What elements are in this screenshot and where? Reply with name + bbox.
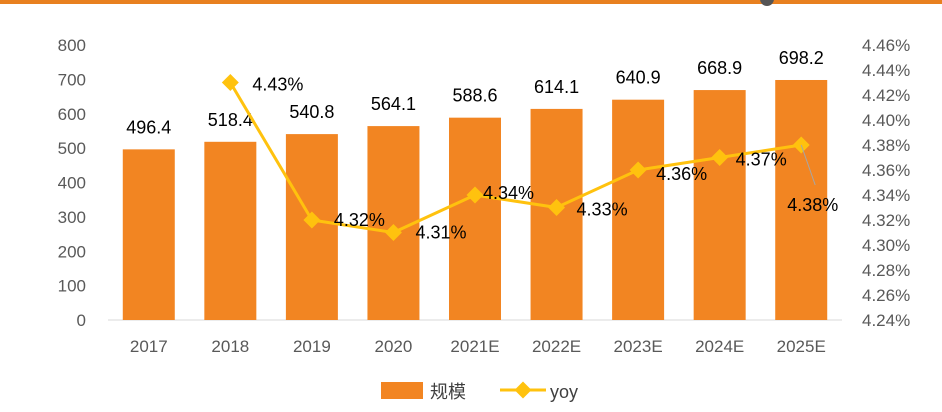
y-left-tick-label: 800 (58, 36, 86, 55)
bar (122, 149, 175, 320)
y-left-tick-label: 700 (58, 70, 86, 89)
line-data-labels: 4.43% 4.32% 4.31% 4.34% 4.33% 4.36% 4.37% 4.38% (252, 75, 838, 243)
legend-line-label: yoy (550, 382, 578, 402)
line-data-label: 4.32% (334, 210, 385, 230)
line-data-label: 4.43% (252, 75, 303, 95)
y-right-tick-label: 4.46% (862, 36, 910, 55)
bar-data-label: 588.6 (452, 86, 497, 106)
bar (449, 117, 501, 320)
bar (612, 99, 665, 320)
legend-bar-swatch (381, 382, 423, 399)
y-right-tick-label: 4.44% (862, 61, 910, 80)
bar-data-label: 518.4 (208, 110, 253, 130)
bar-data-label: 540.8 (289, 102, 334, 122)
bar-data-label: 698.2 (779, 48, 824, 68)
line-series (221, 74, 810, 241)
header-accent-bar (0, 0, 942, 4)
y-right-tick-label: 4.28% (862, 261, 910, 280)
line-point (711, 149, 729, 166)
y-right-tick-label: 4.32% (862, 211, 910, 230)
y-right-tick-label: 4.42% (862, 86, 910, 105)
line-point (548, 199, 566, 216)
bar-series (122, 79, 828, 321)
x-tick-label: 2019 (293, 337, 331, 356)
y-left-tick-label: 300 (58, 208, 86, 227)
bar-data-label: 640.9 (616, 68, 661, 88)
x-tick-label: 2025E (777, 337, 826, 356)
label-leader-line (800, 144, 816, 186)
y-left-tick-label: 100 (58, 277, 86, 296)
x-tick-label: 2022E (532, 337, 581, 356)
y-right-tick-label: 4.36% (862, 161, 910, 180)
line-point (629, 161, 647, 179)
x-tick-label: 2020 (375, 337, 413, 356)
y-right-axis: 4.24% 4.26% 4.28% 4.30% 4.32% 4.34% 4.36% 4.38%… (862, 36, 910, 330)
y-right-tick-label: 4.24% (862, 311, 910, 330)
decorative-circle (760, 0, 774, 6)
y-right-tick-label: 4.30% (862, 236, 910, 255)
line-data-label: 4.37% (736, 150, 787, 170)
y-left-tick-label: 600 (58, 105, 86, 124)
bar-data-labels: 496.4 518.4 540.8 564.1 588.6 614.1 640.9 668.9… (126, 48, 823, 137)
y-left-tick-label: 500 (58, 139, 86, 158)
line-point (303, 211, 321, 229)
bar-data-label: 614.1 (534, 77, 579, 97)
line-point (221, 74, 239, 91)
x-tick-label: 2024E (695, 337, 744, 356)
bar (775, 79, 828, 321)
legend: 规模 yoy (381, 381, 578, 402)
y-left-tick-label: 0 (77, 311, 86, 330)
bar-data-label: 564.1 (371, 94, 416, 114)
line-data-label: 4.34% (483, 183, 534, 203)
bar (693, 90, 746, 320)
y-right-tick-label: 4.34% (862, 186, 910, 205)
bar-data-label: 496.4 (126, 117, 171, 137)
y-right-tick-label: 4.40% (862, 111, 910, 130)
x-tick-label: 2017 (130, 337, 168, 356)
line-point (466, 186, 484, 204)
line-point (384, 224, 402, 241)
x-tick-label: 2021E (450, 337, 499, 356)
line-data-label: 4.33% (577, 200, 628, 220)
bar (204, 141, 257, 320)
x-tick-label: 2018 (211, 337, 249, 356)
line-data-label: 4.38% (787, 195, 838, 215)
y-right-tick-label: 4.26% (862, 286, 910, 305)
line-data-label: 4.31% (415, 223, 466, 243)
y-left-axis: 0 100 200 300 400 500 600 700 800 (58, 36, 86, 330)
series-line (229, 81, 802, 234)
legend-line-marker (514, 381, 532, 399)
legend-bar-label: 规模 (430, 382, 466, 402)
y-right-tick-label: 4.38% (862, 136, 910, 155)
y-left-tick-label: 400 (58, 174, 86, 193)
x-axis: 2017 2018 2019 2020 2021E 2022E 2023E 2024E 2025… (130, 337, 826, 356)
line-data-label: 4.36% (656, 164, 707, 184)
x-tick-label: 2023E (614, 337, 663, 356)
bar-data-label: 668.9 (697, 58, 742, 78)
y-left-tick-label: 200 (58, 242, 86, 261)
